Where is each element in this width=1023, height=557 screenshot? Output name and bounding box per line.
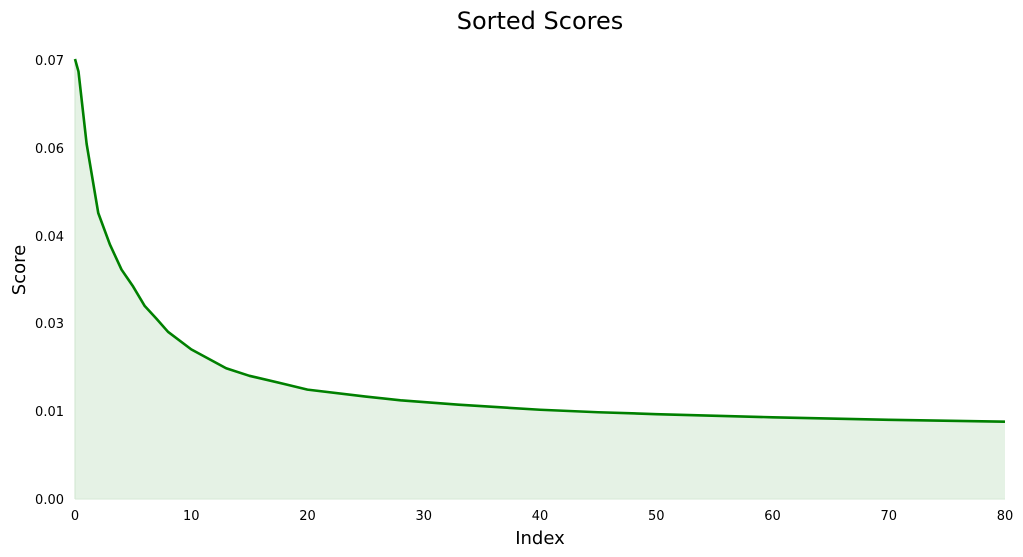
x-tick-label: 70 (880, 509, 897, 524)
y-axis-label: Score (9, 245, 30, 295)
x-tick-label: 0 (71, 509, 79, 524)
chart-title: Sorted Scores (457, 7, 624, 35)
tick-labels: 0 10 20 30 40 50 60 70 80 0.00 0.01 0.03 0.04 0.06 0.0… (35, 54, 1013, 524)
x-tick-label: 40 (532, 509, 549, 524)
x-tick-label: 20 (299, 509, 316, 524)
score-area-fill (75, 59, 1005, 499)
y-tick-label: 0.00 (35, 493, 64, 508)
y-tick-label: 0.04 (35, 230, 64, 245)
y-tick-label: 0.07 (35, 54, 64, 69)
x-axis-label: Index (515, 528, 565, 549)
x-tick-label: 10 (183, 509, 200, 524)
plot-area (73, 58, 1006, 500)
x-tick-label: 50 (648, 509, 665, 524)
y-tick-label: 0.03 (35, 317, 64, 332)
score-line (73, 58, 1006, 423)
x-tick-label: 80 (997, 509, 1014, 524)
x-tick-label: 60 (764, 509, 781, 524)
y-tick-label: 0.01 (35, 405, 64, 420)
y-tick-label: 0.06 (35, 142, 64, 157)
x-tick-label: 30 (415, 509, 432, 524)
